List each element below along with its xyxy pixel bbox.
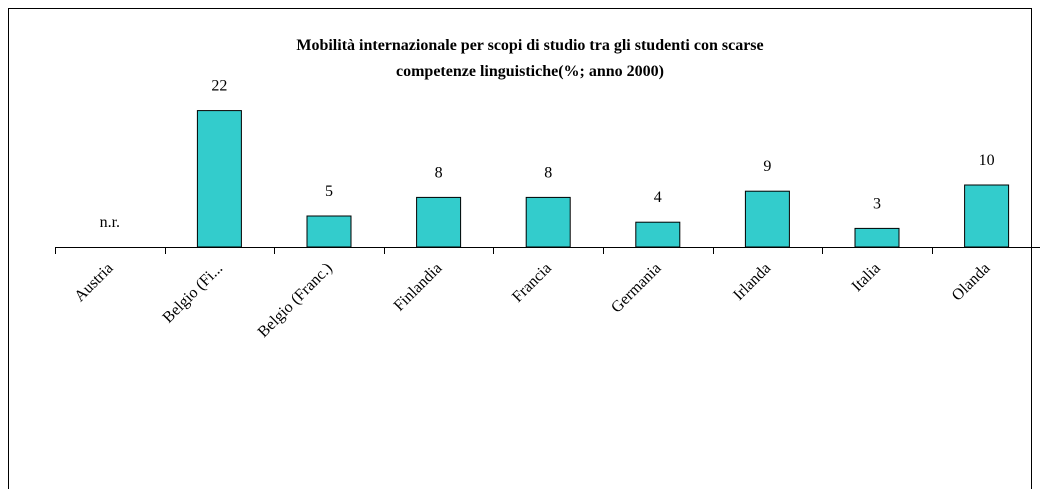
- bar: [525, 196, 571, 248]
- chart-title: competenze linguistiche(%; anno 2000): [396, 63, 664, 80]
- value-label: 8: [544, 164, 552, 181]
- bar: [306, 215, 352, 248]
- bar: [416, 196, 462, 248]
- bar: [635, 221, 681, 248]
- value-label: n.r.: [100, 214, 120, 231]
- value-label: 3: [873, 195, 881, 212]
- bar: [196, 110, 242, 248]
- value-label: 5: [325, 183, 333, 200]
- bar: [744, 190, 790, 248]
- chart-frame: [8, 8, 1032, 489]
- value-label: 10: [979, 152, 995, 169]
- chart-title: Mobilità internazionale per scopi di stu…: [296, 37, 763, 54]
- bar: [854, 227, 900, 248]
- value-label: 4: [654, 189, 662, 206]
- value-label: 8: [435, 164, 443, 181]
- value-label: 22: [211, 78, 227, 95]
- value-label: 9: [763, 158, 771, 175]
- bar: [964, 184, 1010, 248]
